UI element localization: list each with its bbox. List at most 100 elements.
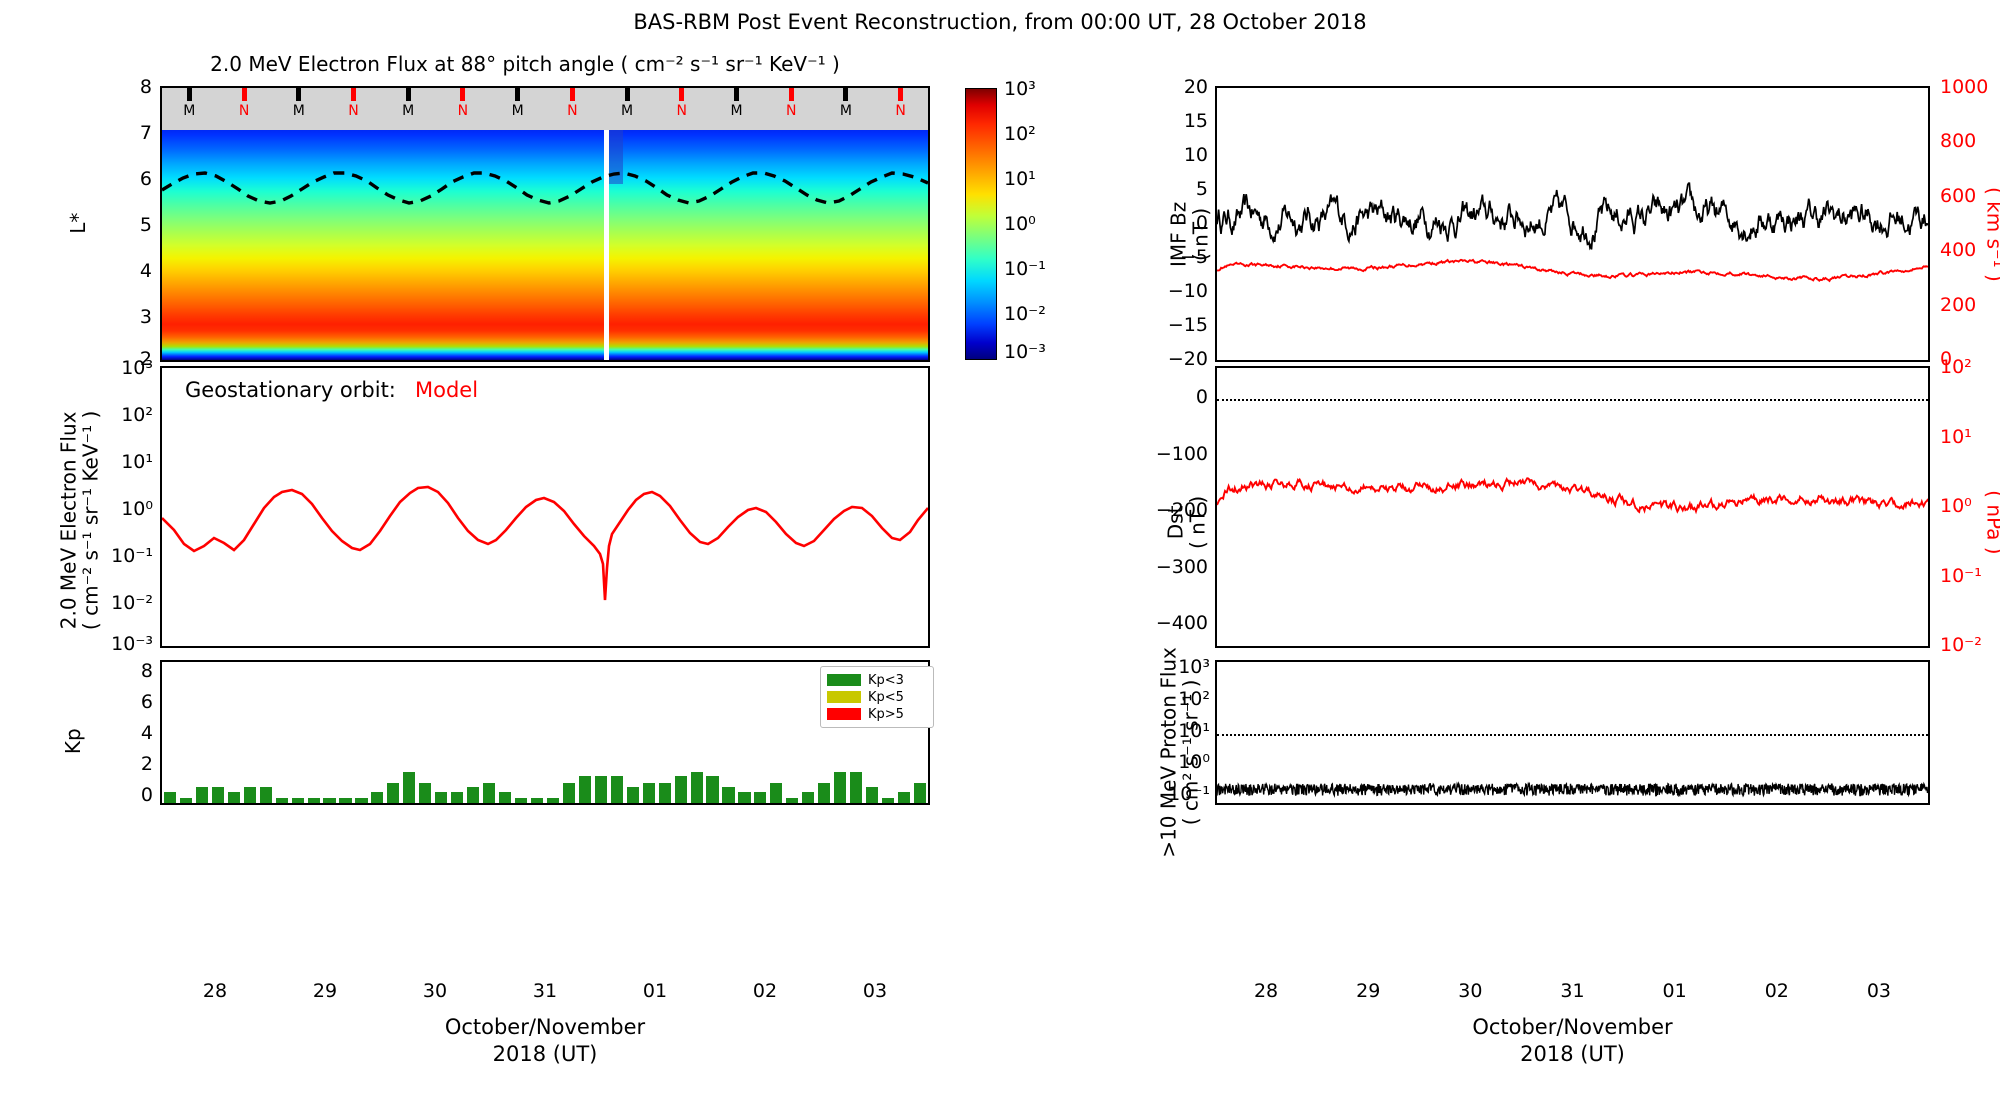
p4ticksR-2: 600 [1940,184,1977,207]
kp-bar [291,798,304,803]
panel4-ylabel-left-line1: IMF Bz [1166,201,1191,268]
p5ticksR-4: 10⁻² [1940,634,1982,656]
colorbar[interactable] [965,88,997,360]
geo-model-label: Model [415,378,479,402]
kp-bar [163,792,177,803]
xtick-28: 28 [202,980,228,1002]
kp-bar [850,771,863,803]
p4ticksL-1: 15 [1183,110,1208,132]
kp-bar [387,782,400,803]
kp-ytick-4: 4 [140,722,153,744]
ytick-6: 6 [139,168,152,190]
p5ticksL-3: −300 [1155,555,1208,578]
panel4-ylabel-left: IMF Bz ( nT ) [1166,109,1213,359]
mn-tick-5 [460,88,466,101]
mn-label-12: M [839,103,852,119]
mn-label-1: N [238,103,250,119]
panel-proton-flux[interactable] [1215,660,1930,805]
p4ticksR-5: 0 [1940,348,1953,370]
xtick-31: 31 [532,980,558,1002]
panel-geostationary-flux[interactable] [160,366,930,648]
colorbar-gradient [966,89,996,359]
figure-title: BAS-RBM Post Event Reconstruction, from … [633,10,1367,34]
panel2-ylabel: 2.0 MeV Electron Flux ( cm⁻² s⁻¹ sr⁻¹ Ke… [57,355,103,685]
kp-bar [483,782,496,803]
kp-ytick-8: 8 [140,660,153,682]
mn-tick-9 [679,88,685,101]
mn-tick-13 [898,88,904,101]
proton-flux-trace [1217,781,1928,799]
panel-imf-bz[interactable] [1215,86,1930,362]
p4ticksL-5: −5 [1179,246,1208,268]
kp-bar [706,776,719,803]
cbtick-1em2: 10⁻² [1004,303,1046,325]
xtick-28: 28 [1253,980,1279,1002]
kp-bar-container [162,662,928,803]
p6ticksL-4: 10⁻¹ [1168,783,1210,805]
kp-bar [499,792,512,803]
panel6-ylabel-line1: >10 MeV Proton Flux [1156,647,1181,858]
mn-label-3: N [348,103,359,119]
cbtick-1em1: 10⁻¹ [1004,258,1046,280]
cbtick-1e1: 10¹ [1004,168,1036,190]
mn-tick-11 [788,88,794,101]
panel-kp[interactable] [160,660,930,805]
cbtick-1em3: 10⁻³ [1004,341,1046,363]
xtick-30: 30 [422,980,448,1002]
p5ticksL-4: −400 [1155,612,1208,634]
kp-bar [195,787,208,803]
p5ticksL-0: 0 [1195,386,1208,408]
kp-legend-label-1: Kp<5 [868,689,904,705]
spectrogram-image [162,88,928,360]
kp-bar [403,771,416,803]
panel5-ylabel-right: SW Pressure ( nPa ) [1982,397,2000,647]
kp-bar [866,787,879,803]
kp-legend-item-1[interactable]: Kp<5 [827,689,927,705]
left-xlabel-line1: October/November [444,1015,646,1039]
mn-label-10: M [730,103,743,119]
p4ticksR-1: 800 [1940,130,1977,153]
xtick-02: 02 [1764,980,1789,1002]
kp-bar [323,798,336,803]
kp-ytick-0: 0 [140,784,153,806]
panel5-ylabel-right-line2: ( nPa ) [1982,490,2000,554]
xtick-03: 03 [1866,980,1892,1002]
panel-dst[interactable] [1215,366,1930,648]
kp-bar [307,798,320,803]
proton-flux-trace-svg [1217,781,1928,799]
ytick-8: 8 [139,76,152,98]
kp-ytick-2: 2 [140,753,153,775]
mn-label-9: N [676,103,688,119]
spectrogram-title: 2.0 MeV Electron Flux at 88° pitch angle… [210,52,840,76]
p5ticksR-3: 10⁻¹ [1940,564,1982,587]
kp-bar [738,792,751,803]
kp-bar [722,787,735,803]
xtick-29: 29 [1356,980,1381,1002]
panel2-ylabel-line2: ( cm⁻² s⁻¹ sr⁻¹ KeV⁻¹ ) [79,410,103,631]
kp-legend[interactable]: Kp<3 Kp<5 Kp>5 [820,666,934,728]
panel1-ylabel: L* [65,212,90,234]
kp-bar [786,798,799,803]
cbtick-1e0: 10⁰ [1004,213,1036,235]
p6ticksL-2: 10¹ [1178,719,1210,742]
mn-label-7: N [567,103,578,119]
xtick-30: 30 [1458,980,1483,1002]
geostationary-lstar-trace [162,171,928,205]
kp-legend-item-0[interactable]: Kp<3 [827,672,927,688]
kp-bar [275,798,288,803]
mn-label-13: N [895,103,906,119]
kp-bar [467,787,480,803]
kp-bar [562,782,575,803]
p4ticksL-8: −20 [1167,348,1208,370]
kp-bar [578,776,591,803]
kp-bar [371,792,384,803]
panel4-ylabel-right: SW Velocity ( km s⁻¹ ) [1982,109,2000,359]
mn-tick-7 [569,88,575,101]
kp-bar [658,782,671,803]
kp-legend-item-2[interactable]: Kp>5 [827,706,927,722]
mn-label-5: N [457,103,469,119]
imf-bz-trace [1217,182,1928,251]
